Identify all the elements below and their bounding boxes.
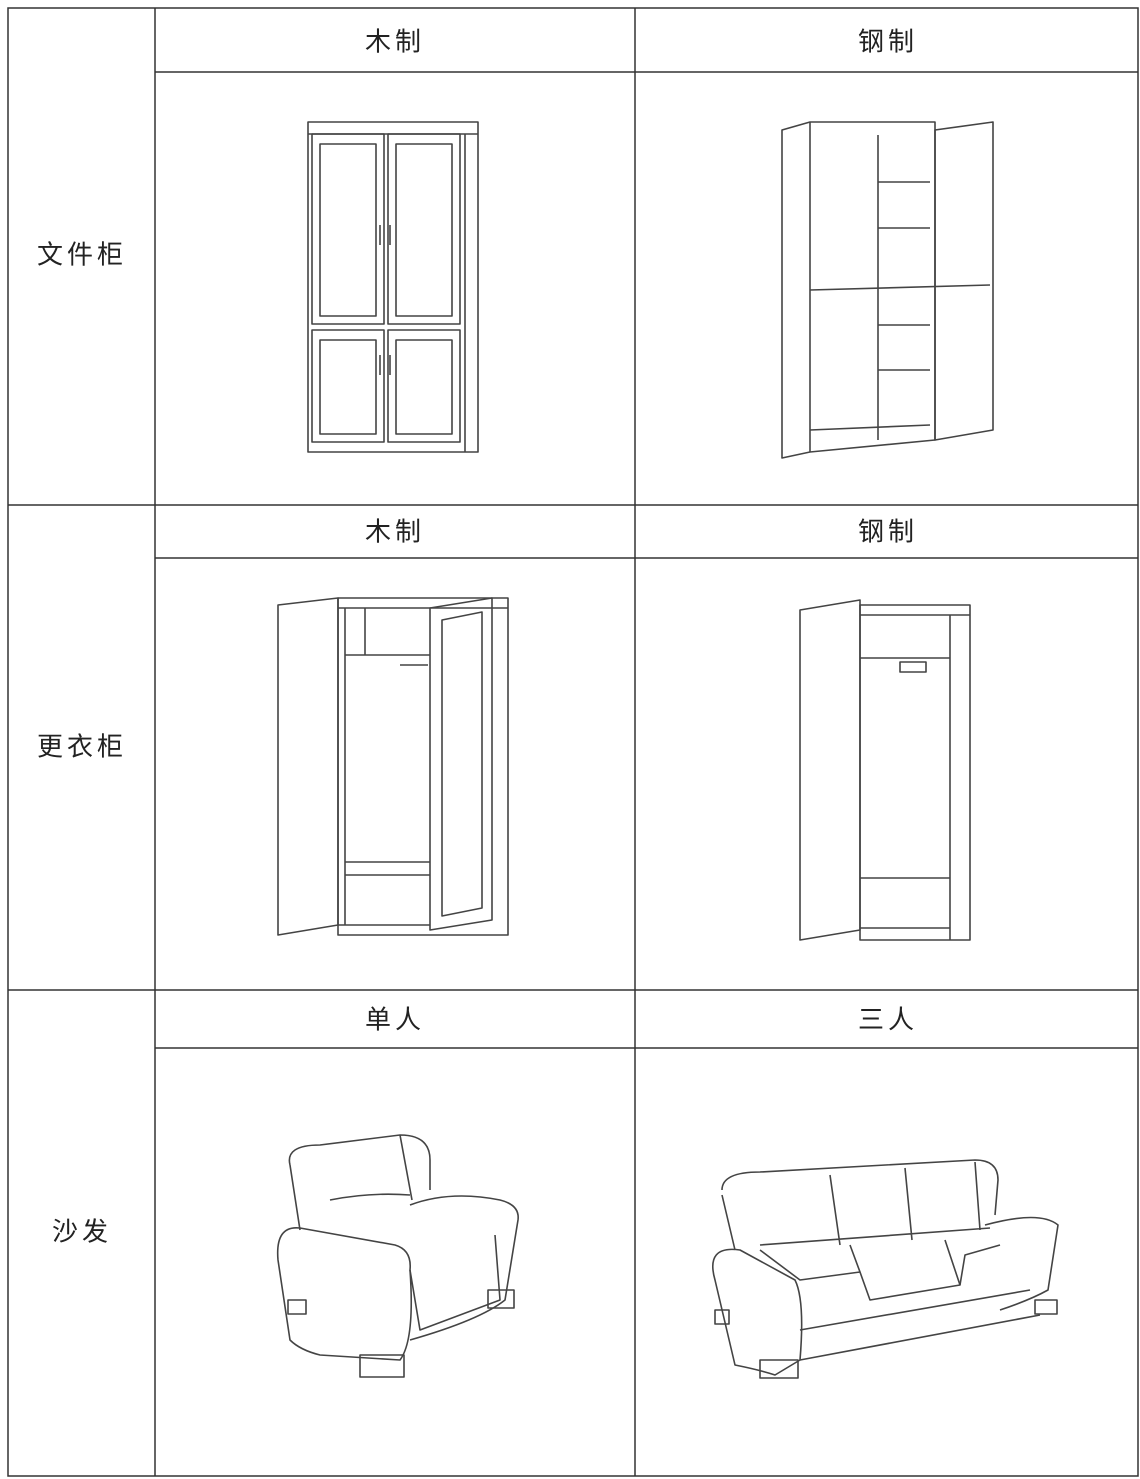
steel-wardrobe bbox=[799, 599, 971, 941]
single-sofa bbox=[276, 1134, 519, 1378]
column-header: 钢制 bbox=[857, 27, 919, 58]
wood-wardrobe bbox=[277, 597, 509, 936]
column-header: 三人 bbox=[857, 1005, 919, 1036]
column-header: 木制 bbox=[364, 27, 426, 58]
column-header: 木制 bbox=[364, 517, 426, 548]
row-label: 更衣柜 bbox=[36, 732, 128, 763]
wood-file-cabinet bbox=[307, 121, 479, 453]
column-header: 钢制 bbox=[857, 517, 919, 548]
three-seat-sofa bbox=[712, 1159, 1059, 1379]
table-grid bbox=[7, 7, 1139, 1477]
row-label: 沙发 bbox=[51, 1217, 113, 1248]
column-header: 单人 bbox=[364, 1005, 426, 1036]
row-label: 文件柜 bbox=[36, 240, 128, 271]
steel-file-cabinet bbox=[781, 121, 994, 459]
